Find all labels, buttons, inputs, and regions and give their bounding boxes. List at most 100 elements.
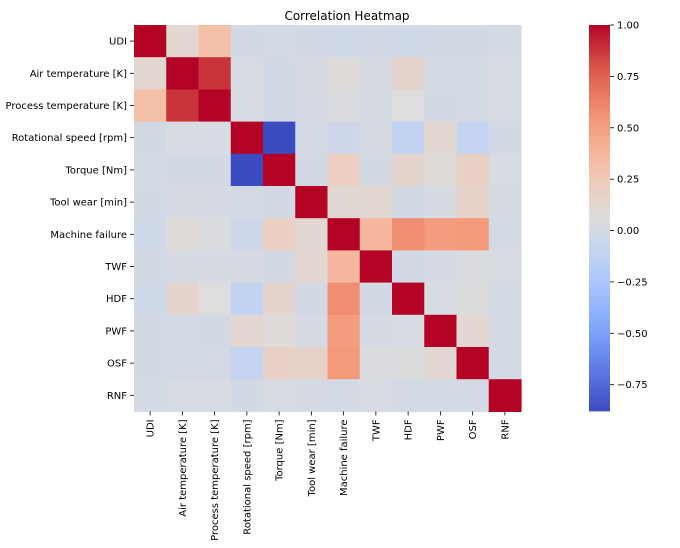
heatmap-cell-3-1 (166, 121, 200, 155)
heatmap-cell-5-4 (263, 186, 296, 219)
y-tick-label-torque-nm: Torque [Nm] (64, 165, 127, 176)
x-tick-label-tool-wear-min: Tool wear [min] (307, 419, 318, 497)
heatmap-cell-8-11 (488, 282, 522, 316)
heatmap-cell-6-2 (198, 218, 232, 251)
heatmap-cell-4-3 (230, 153, 264, 187)
heatmap-cell-11-4 (263, 379, 296, 412)
heatmap-cell-11-3 (230, 379, 264, 412)
heatmap-cell-9-5 (295, 314, 329, 348)
x-tick-label-pwf: PWF (436, 419, 447, 441)
heatmap-cell-5-9 (424, 186, 458, 219)
heatmap-cell-0-6 (327, 25, 361, 58)
heatmap-cell-9-7 (359, 314, 393, 348)
heatmap-cell-10-6 (327, 347, 361, 380)
y-tick-label-process-temperature-k: Process temperature [K] (5, 101, 127, 112)
heatmap-cell-8-5 (295, 282, 329, 316)
heatmap-cell-6-3 (230, 218, 264, 251)
x-tick-label-process-temperature-k: Process temperature [K] (210, 419, 221, 541)
x-tick-label-machine-failure: Machine failure (339, 419, 350, 496)
heatmap-cell-7-2 (198, 250, 232, 284)
heatmap-cell-10-7 (359, 347, 393, 380)
heatmap-cell-0-1 (166, 25, 200, 58)
heatmap-cell-9-11 (488, 314, 522, 348)
heatmap-cell-10-0 (134, 347, 167, 380)
heatmap-cell-2-9 (424, 89, 458, 123)
heatmap-cell-4-0 (134, 153, 167, 187)
x-tick-label-hdf: HDF (404, 419, 415, 440)
y-axis: UDI Air temperature [K] Process temperatur… (5, 37, 134, 402)
heatmap-cell-9-4 (263, 314, 296, 348)
heatmap-cell-3-10 (456, 121, 490, 155)
heatmap-cell-1-2 (198, 57, 232, 90)
heatmap-cell-9-3 (230, 314, 264, 348)
colorbar-tick-label: 0.75 (617, 72, 639, 83)
heatmap-cell-2-4 (263, 89, 296, 123)
heatmap-cell-7-10 (456, 250, 490, 284)
x-tick-label-torque-nm: Torque [Nm] (275, 419, 286, 482)
heatmap-cell-9-6 (327, 314, 361, 348)
heatmap-cell-3-3 (230, 121, 264, 155)
heatmap-cell-1-10 (456, 57, 490, 90)
x-tick-label-twf: TWF (371, 419, 382, 442)
heatmap-cell-6-5 (295, 218, 329, 251)
heatmap-cell-2-2 (198, 89, 232, 123)
heatmap-cell-0-8 (392, 25, 425, 58)
heatmap-cell-6-7 (359, 218, 393, 251)
heatmap-cell-1-6 (327, 57, 361, 90)
y-tick-label-air-temperature-k: Air temperature [K] (30, 69, 127, 80)
heatmap-cell-4-6 (327, 153, 361, 187)
heatmap-cell-7-7 (359, 250, 393, 284)
heatmap-cell-2-3 (230, 89, 264, 123)
heatmap-cell-1-4 (263, 57, 296, 90)
heatmap-cell-0-9 (424, 25, 458, 58)
heatmap-cell-6-11 (488, 218, 522, 251)
heatmap-cell-11-2 (198, 379, 232, 412)
heatmap-cell-1-7 (359, 57, 393, 90)
y-tick-label-hdf: HDF (106, 294, 127, 305)
heatmap-cell-0-11 (488, 25, 522, 58)
heatmap-cell-0-0 (134, 25, 167, 58)
heatmap-cell-11-6 (327, 379, 361, 412)
heatmap-cell-5-5 (295, 186, 329, 219)
heatmap-cell-7-0 (134, 250, 167, 284)
heatmap-cell-0-2 (198, 25, 232, 58)
heatmap-cell-3-7 (359, 121, 393, 155)
heatmap-cell-3-9 (424, 121, 458, 155)
heatmap-cells (134, 25, 522, 412)
heatmap-cell-7-4 (263, 250, 296, 284)
heatmap-cell-6-8 (392, 218, 425, 251)
heatmap-cell-10-11 (488, 347, 522, 380)
heatmap-cell-2-7 (359, 89, 393, 123)
x-tick-label-rotational-speed-rpm: Rotational speed [rpm] (242, 419, 253, 534)
heatmap-cell-6-10 (456, 218, 490, 251)
colorbar-tick-label: 0.50 (617, 123, 639, 134)
heatmap-cell-10-2 (198, 347, 232, 380)
heatmap-cell-8-6 (327, 282, 361, 316)
heatmap-cell-2-6 (327, 89, 361, 123)
heatmap-cell-4-9 (424, 153, 458, 187)
colorbar-tick-label: 0.25 (617, 175, 639, 186)
heatmap-cell-5-1 (166, 186, 200, 219)
heatmap-cell-3-11 (488, 121, 522, 155)
colorbar-tick-label: 1.00 (617, 21, 639, 32)
heatmap-cell-7-6 (327, 250, 361, 284)
heatmap-cell-3-5 (295, 121, 329, 155)
y-tick-label-pwf: PWF (105, 326, 127, 337)
heatmap-cell-1-3 (230, 57, 264, 90)
heatmap-cell-4-5 (295, 153, 329, 187)
heatmap-cell-10-9 (424, 347, 458, 380)
heatmap-cell-6-1 (166, 218, 200, 251)
heatmap-cell-9-10 (456, 314, 490, 348)
heatmap-cell-8-4 (263, 282, 296, 316)
y-tick-label-udi: UDI (109, 37, 127, 48)
heatmap-cell-4-7 (359, 153, 393, 187)
x-tick-label-rnf: RNF (500, 419, 511, 439)
colorbar-gradient (589, 25, 610, 412)
y-tick-label-rnf: RNF (107, 391, 127, 402)
heatmap-cell-3-8 (392, 121, 425, 155)
heatmap-cell-9-1 (166, 314, 200, 348)
heatmap-cell-2-10 (456, 89, 490, 123)
heatmap-cell-10-8 (392, 347, 425, 380)
heatmap-cell-3-6 (327, 121, 361, 155)
